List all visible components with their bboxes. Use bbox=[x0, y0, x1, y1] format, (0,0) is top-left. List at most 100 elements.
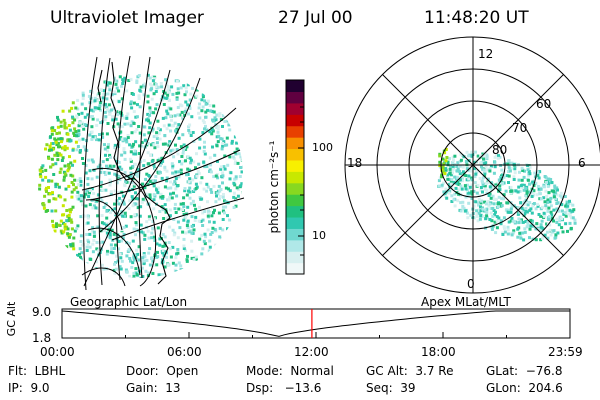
polar-emission-pixel bbox=[519, 220, 523, 224]
time-tick-1200: 12:00 bbox=[294, 345, 329, 359]
emission-pixel bbox=[53, 137, 57, 141]
polar-emission-pixel bbox=[493, 213, 497, 217]
polar-emission-pixel bbox=[470, 192, 474, 196]
emission-pixel bbox=[109, 250, 113, 254]
emission-pixel bbox=[210, 109, 214, 113]
polar-emission-pixel bbox=[512, 175, 516, 179]
emission-pixel bbox=[177, 123, 181, 127]
emission-pixel bbox=[52, 197, 56, 201]
emission-pixel bbox=[160, 205, 164, 209]
emission-pixel bbox=[66, 232, 70, 236]
emission-pixel bbox=[51, 191, 54, 195]
polar-emission-pixel bbox=[558, 216, 562, 220]
polar-emission-pixel bbox=[510, 204, 514, 208]
emission-pixel bbox=[40, 166, 44, 170]
emission-pixel bbox=[156, 159, 160, 163]
polar-emission-pixel bbox=[564, 214, 568, 218]
emission-pixel bbox=[115, 199, 119, 203]
emission-pixel bbox=[221, 228, 225, 232]
emission-pixel bbox=[185, 173, 188, 177]
emission-pixel bbox=[112, 247, 116, 250]
emission-pixel bbox=[95, 106, 99, 110]
coastline bbox=[97, 61, 171, 285]
polar-emission-pixel bbox=[491, 206, 495, 210]
emission-pixel bbox=[190, 256, 194, 260]
emission-pixel bbox=[113, 202, 116, 206]
emission-pixel bbox=[111, 238, 115, 242]
emission-pixel bbox=[148, 179, 152, 183]
emission-pixel bbox=[123, 151, 127, 155]
emission-pixel bbox=[150, 129, 154, 133]
polar-emission-pixel bbox=[522, 238, 526, 242]
emission-pixel bbox=[135, 128, 139, 132]
emission-pixel bbox=[44, 175, 48, 179]
polar-emission-pixel bbox=[530, 220, 534, 224]
emission-pixel bbox=[216, 192, 220, 196]
glon-status: GLon: 204.6 bbox=[486, 381, 563, 395]
emission-pixel bbox=[131, 239, 135, 243]
polar-emission-pixel bbox=[502, 162, 506, 166]
emission-pixel bbox=[156, 250, 159, 254]
polar-emission-pixel bbox=[483, 171, 487, 175]
emission-pixel bbox=[186, 219, 190, 223]
polar-emission-pixel bbox=[539, 187, 543, 191]
emission-pixel bbox=[87, 195, 91, 198]
emission-pixel bbox=[159, 192, 163, 196]
polar-emission-pixel bbox=[573, 218, 577, 222]
emission-pixel bbox=[203, 232, 207, 236]
polar-emission-pixel bbox=[493, 165, 497, 169]
emission-pixel bbox=[158, 137, 162, 141]
emission-pixel bbox=[113, 92, 117, 96]
colorbar-cell bbox=[286, 137, 304, 150]
emission-pixel bbox=[145, 258, 149, 262]
emission-pixel bbox=[144, 138, 147, 142]
emission-pixel bbox=[177, 136, 181, 140]
emission-pixel bbox=[131, 144, 135, 148]
emission-pixel bbox=[206, 214, 210, 218]
polar-emission-pixel bbox=[464, 195, 468, 199]
emission-pixel bbox=[132, 274, 136, 278]
emission-pixel bbox=[178, 113, 182, 117]
polar-emission-pixel bbox=[468, 191, 471, 195]
polar-emission-pixel bbox=[550, 213, 554, 217]
emission-pixel bbox=[108, 178, 112, 182]
polar-emission-pixel bbox=[472, 216, 476, 220]
emission-pixel bbox=[68, 109, 72, 113]
emission-pixel bbox=[91, 242, 95, 246]
emission-pixel bbox=[56, 141, 60, 145]
emission-pixel bbox=[59, 124, 63, 128]
emission-pixel bbox=[62, 178, 66, 182]
emission-pixel bbox=[121, 78, 125, 82]
polar-emission-pixel bbox=[440, 183, 444, 187]
emission-pixel bbox=[215, 113, 219, 117]
emission-pixel bbox=[129, 259, 132, 263]
emission-pixel bbox=[71, 244, 75, 248]
dsp-status: Dsp: −13.6 bbox=[246, 381, 322, 395]
polar-emission-pixel bbox=[519, 236, 523, 240]
polar-emission-pixel bbox=[519, 184, 523, 188]
emission-pixel bbox=[151, 272, 155, 275]
emission-pixel bbox=[206, 99, 210, 103]
polar-emission-pixel bbox=[550, 189, 554, 193]
emission-pixel bbox=[51, 142, 55, 145]
emission-pixel bbox=[176, 152, 180, 156]
emission-pixel bbox=[159, 82, 163, 85]
emission-pixel bbox=[138, 144, 142, 148]
emission-pixel bbox=[101, 240, 105, 244]
polar-emission-pixel bbox=[469, 169, 473, 173]
emission-pixel bbox=[66, 227, 70, 231]
polar-emission-pixel bbox=[506, 201, 510, 205]
emission-pixel bbox=[57, 137, 61, 141]
emission-pixel bbox=[68, 155, 71, 159]
emission-pixel bbox=[122, 232, 126, 236]
emission-pixel bbox=[45, 190, 48, 193]
emission-pixel bbox=[77, 129, 81, 133]
emission-pixel bbox=[86, 243, 90, 246]
emission-pixel bbox=[71, 115, 74, 119]
apex-label: Apex MLat/MLT bbox=[421, 295, 511, 309]
polar-emission-pixel bbox=[560, 209, 564, 213]
emission-pixel bbox=[151, 227, 155, 231]
emission-pixel bbox=[214, 118, 218, 122]
emission-pixel bbox=[129, 174, 133, 178]
emission-pixel bbox=[177, 170, 181, 174]
